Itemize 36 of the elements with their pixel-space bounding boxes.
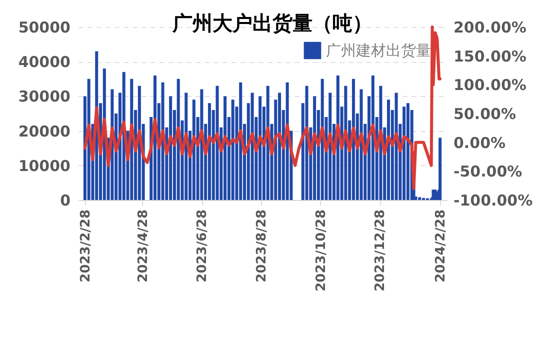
bar <box>208 103 211 200</box>
chart-title: 广州大户出货量（吨） <box>172 11 372 35</box>
y-tick-label: 20000 <box>18 122 70 140</box>
y-tick-label: 40000 <box>18 53 70 72</box>
x-tick-label: 2023/12/28 <box>373 210 388 292</box>
legend-label: 广州建材出货量 <box>326 42 431 60</box>
x-tick-label: 2023/2/28 <box>78 210 94 282</box>
y2-tick-label: 50.00% <box>454 105 516 123</box>
y2-tick-label: 0.00% <box>454 134 506 152</box>
x-tick-label: 2023/8/28 <box>254 210 270 282</box>
y2-tick-label: -100.00% <box>454 192 533 210</box>
x-tick-label: 2024/2/28 <box>434 210 449 282</box>
y-tick-label: 30000 <box>18 88 70 106</box>
bar <box>406 103 410 200</box>
bar <box>250 92 254 200</box>
bar <box>231 100 234 200</box>
bar <box>402 106 406 200</box>
y-tick-label: 50000 <box>18 18 70 36</box>
x-tick-label: 2023/10/28 <box>314 210 329 292</box>
bar <box>239 82 242 200</box>
bar <box>258 96 262 200</box>
y2-tick-label: -50.00% <box>454 162 522 181</box>
x-tick-label: 2023/6/28 <box>195 210 210 282</box>
bar <box>216 86 219 200</box>
bar <box>418 197 422 200</box>
y-tick-label: 10000 <box>18 156 70 175</box>
y2-tick-label: 200.00% <box>454 18 526 36</box>
bar <box>438 138 442 200</box>
y-tick-label: 0 <box>60 192 70 210</box>
y2-tick-label: 150.00% <box>454 47 526 66</box>
bar <box>224 96 227 200</box>
bar <box>278 92 282 200</box>
bar <box>394 92 398 200</box>
x-tick-label: 2023/4/28 <box>136 210 151 282</box>
bar <box>169 96 172 200</box>
y2-tick-label: 100.00% <box>454 76 526 94</box>
